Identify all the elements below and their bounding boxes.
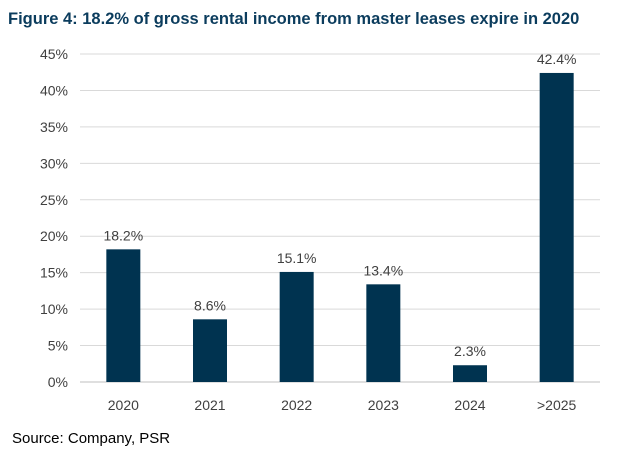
bar-chart: 0% 5% 10% 15% 20% 25% 30% 35% 40% 45% 18.2% 8.6% 15… [40, 46, 600, 413]
x-category-label: 2023 [368, 397, 399, 413]
bar-2023 [366, 284, 401, 382]
bar-2024 [453, 365, 487, 382]
data-label: 42.4% [537, 51, 577, 67]
y-tick-label: 10% [40, 301, 68, 317]
bars [106, 72, 574, 382]
data-labels: 18.2% 8.6% 15.1% 13.4% 2.3% 42.4% [103, 51, 576, 359]
bar-2022 [279, 271, 314, 382]
x-category-label: 2021 [194, 397, 225, 413]
bar-2020 [106, 249, 141, 382]
data-label: 2.3% [454, 343, 486, 359]
data-label: 8.6% [194, 297, 226, 313]
x-category-label: 2024 [454, 397, 485, 413]
data-label: 15.1% [277, 250, 317, 266]
y-tick-label: 20% [40, 228, 68, 244]
data-label: 18.2% [103, 227, 143, 243]
x-category-label: >2025 [537, 397, 577, 413]
y-tick-label: 25% [40, 192, 68, 208]
source-note: Source: Company, PSR [12, 430, 171, 447]
bar-2025 [539, 72, 574, 382]
y-tick-label: 15% [40, 265, 68, 281]
y-tick-label: 30% [40, 155, 68, 171]
y-tick-label: 35% [40, 119, 68, 135]
y-tick-label: 40% [40, 82, 68, 98]
bar-2021 [193, 319, 227, 382]
x-category-label: 2022 [281, 397, 312, 413]
y-tick-label: 5% [48, 338, 68, 354]
y-axis-ticks: 0% 5% 10% 15% 20% 25% 30% 35% 40% 45% [40, 46, 68, 390]
y-tick-label: 0% [48, 374, 68, 390]
y-tick-label: 45% [40, 46, 68, 62]
x-axis-categories: 2020 2021 2022 2023 2024 >2025 [108, 397, 577, 413]
gridlines [80, 53, 600, 383]
x-category-label: 2020 [108, 397, 139, 413]
data-label: 13.4% [363, 262, 403, 278]
chart-title: Figure 4: 18.2% of gross rental income f… [8, 10, 580, 28]
